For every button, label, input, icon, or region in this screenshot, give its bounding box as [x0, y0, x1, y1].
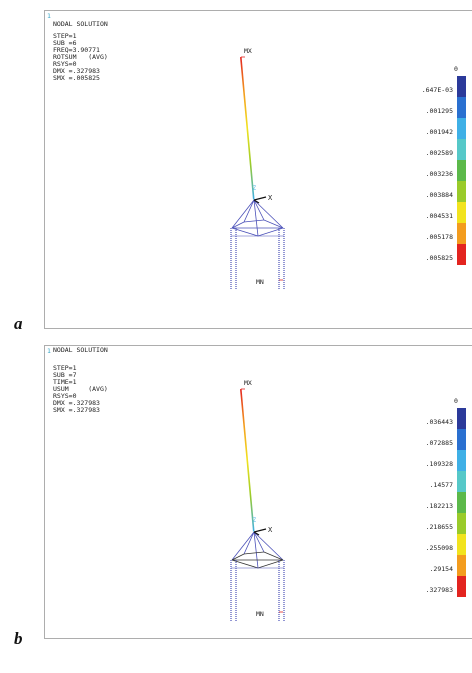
max-marker: MX [244, 379, 252, 387]
legend-label: .036443 [426, 418, 453, 426]
max-marker: MX [244, 47, 252, 55]
panel-label: a [14, 314, 23, 333]
legend-label: .327983 [426, 586, 453, 594]
legend-label: .29154 [430, 565, 454, 573]
legend-label: .003884 [426, 191, 453, 199]
legend-swatch [457, 202, 466, 223]
legend-zero: 0 [454, 397, 458, 405]
legend-swatch [457, 450, 466, 471]
min-marker: MN [256, 278, 264, 286]
panel-label: b [14, 629, 23, 648]
legend-swatch [457, 471, 466, 492]
info-line: SMX =.005825 [53, 74, 100, 82]
legend-swatch [457, 492, 466, 513]
legend-label: .255098 [426, 544, 453, 552]
legend-label: .004531 [426, 212, 453, 220]
legend-swatch [457, 429, 466, 450]
legend-label: .072885 [426, 439, 453, 447]
axis-z-label: Z [253, 186, 256, 192]
legend-swatch [457, 160, 466, 181]
info-line: SMX =.327983 [53, 406, 100, 414]
legend-swatch [457, 223, 466, 244]
legend-label: .182213 [426, 502, 453, 510]
legend-label: .003236 [426, 170, 453, 178]
legend-swatch [457, 76, 466, 97]
legend-swatch [457, 408, 466, 429]
legend-zero: 0 [454, 65, 458, 73]
legend-label: .14577 [430, 481, 454, 489]
legend-swatch [457, 139, 466, 160]
legend-swatch [457, 555, 466, 576]
legend-swatch [457, 534, 466, 555]
panel-frame [45, 346, 472, 639]
min-marker: MN [256, 610, 264, 618]
legend-swatch [457, 513, 466, 534]
legend-swatch [457, 576, 466, 597]
legend-label: .001942 [426, 128, 453, 136]
solution-title: NODAL SOLUTION [53, 346, 108, 354]
figure: a1NODAL SOLUTIONSTEP=1SUB =6FREQ=3.90771… [0, 0, 472, 673]
legend-label: .005178 [426, 233, 453, 241]
legend-swatch [457, 181, 466, 202]
legend-swatch [457, 97, 466, 118]
legend-swatch [457, 244, 466, 265]
window-number: 1 [47, 347, 51, 355]
legend-label: .218655 [426, 523, 453, 531]
legend-swatch [457, 118, 466, 139]
legend-label: .002589 [426, 149, 453, 157]
legend-label: .001295 [426, 107, 453, 115]
window-number: 1 [47, 12, 51, 20]
legend-label: .647E-03 [422, 86, 453, 94]
solution-title: NODAL SOLUTION [53, 20, 108, 28]
axis-z-label: Z [253, 518, 256, 524]
legend-label: .005825 [426, 254, 453, 262]
legend-label: .109328 [426, 460, 453, 468]
